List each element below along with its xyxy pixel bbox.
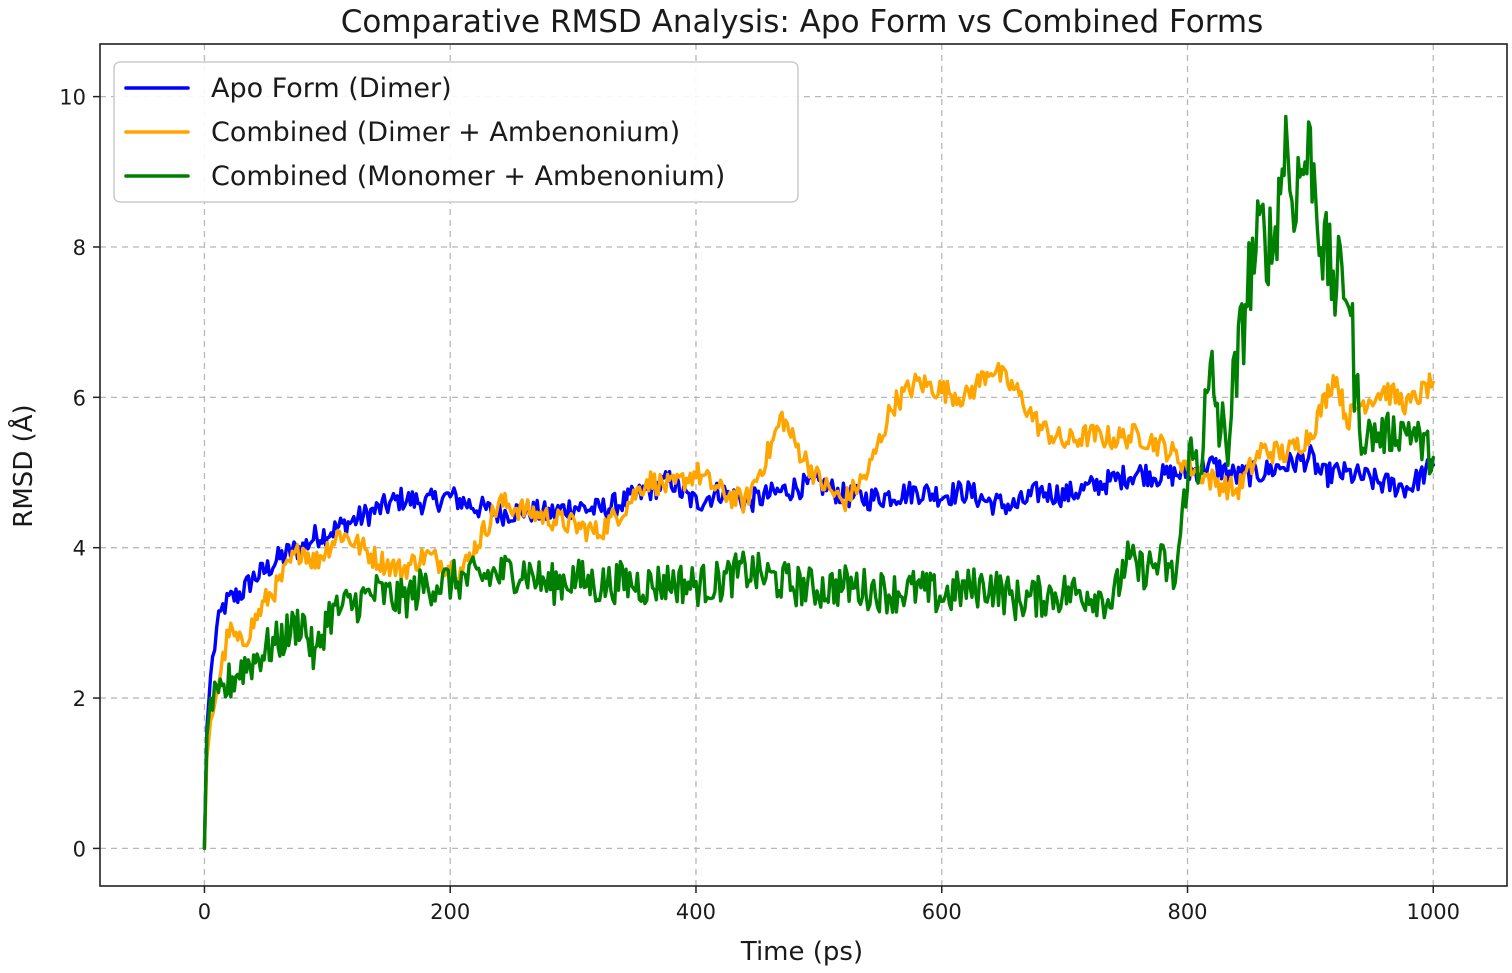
x-tick-label: 400 xyxy=(676,900,716,924)
x-tick-label: 200 xyxy=(430,900,470,924)
y-tick-label: 2 xyxy=(73,687,86,711)
y-tick-label: 6 xyxy=(73,386,86,410)
legend-entry-1: Combined (Dimer + Ambenonium) xyxy=(211,117,680,148)
y-axis-label: RMSD (Å) xyxy=(7,404,39,527)
series-line-2 xyxy=(202,114,1435,851)
y-tick-label: 4 xyxy=(73,537,86,561)
x-tick-label: 800 xyxy=(1167,900,1207,924)
y-tick-label: 10 xyxy=(59,86,86,110)
legend: Apo Form (Dimer) Combined (Dimer + Ambeno… xyxy=(113,61,799,203)
chart-title: Comparative RMSD Analysis: Apo Form vs C… xyxy=(341,4,1264,40)
series-line-1 xyxy=(202,361,1435,851)
x-tick-label: 1000 xyxy=(1407,900,1460,924)
x-tick-label: 0 xyxy=(198,900,211,924)
x-axis-label: Time (ps) xyxy=(740,937,863,967)
legend-entry-0: Apo Form (Dimer) xyxy=(211,73,452,104)
series-lines xyxy=(202,114,1435,851)
legend-box xyxy=(113,61,799,203)
x-axis-ticks: 0 200 400 600 800 1000 xyxy=(198,886,1460,924)
series-line-0 xyxy=(202,444,1435,851)
y-axis-ticks: 0 2 4 6 8 10 xyxy=(59,86,100,861)
y-tick-label: 8 xyxy=(73,236,86,260)
legend-entry-2: Combined (Monomer + Ambenonium) xyxy=(211,161,725,192)
x-tick-label: 600 xyxy=(922,900,962,924)
plot-frame xyxy=(99,43,1508,887)
y-tick-label: 0 xyxy=(73,837,86,861)
